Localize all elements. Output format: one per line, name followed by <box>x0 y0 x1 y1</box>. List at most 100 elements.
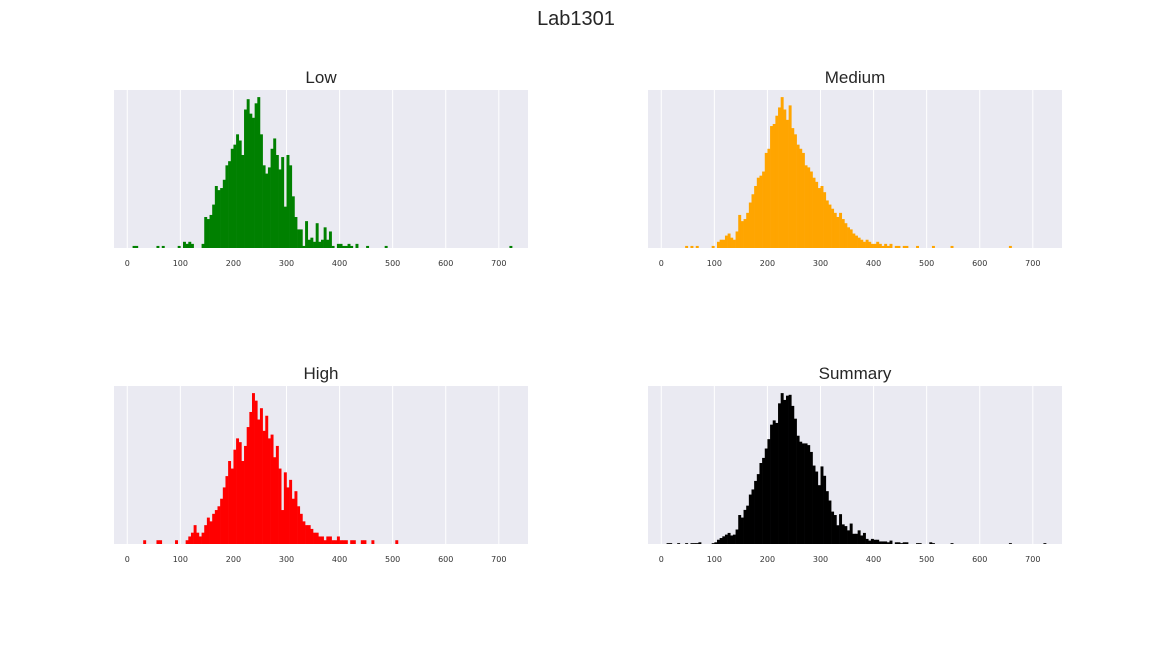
summary-histogram-bar <box>666 543 670 544</box>
summary-histogram-bar <box>807 445 811 544</box>
summary-histogram-bar <box>759 463 763 544</box>
summary-histogram-bar <box>865 538 869 544</box>
summary-histogram-bar <box>836 525 840 544</box>
medium-histogram-bar <box>886 245 890 248</box>
summary-histogram-bar <box>884 541 888 544</box>
medium-panel: 0 100 200 300 400 500 600 700 Medium <box>648 68 1062 268</box>
medium-histogram-bar <box>817 188 821 248</box>
medium-histogram-bar <box>793 134 797 248</box>
high-histogram-bar <box>209 521 213 544</box>
high-histogram-bar <box>233 449 237 544</box>
summary-histogram-bar <box>740 517 744 544</box>
low-histogram-bar <box>212 204 216 248</box>
low-histogram-bar <box>313 241 316 248</box>
medium-histogram-bar <box>748 202 752 248</box>
high-histogram-bar <box>236 438 240 544</box>
low-histogram-bar <box>286 154 290 248</box>
high-histogram-bar <box>283 472 287 544</box>
medium-histogram-bar <box>754 185 758 248</box>
low-histogram-bar <box>267 167 271 248</box>
medium-histogram-bar <box>690 245 694 248</box>
summary-histogram-bar <box>770 424 774 544</box>
medium-histogram-bar <box>719 239 723 248</box>
high-histogram-bar <box>302 521 306 544</box>
medium-histogram-bar <box>772 123 776 248</box>
high-panel: 0 100 200 300 400 500 600 700 High <box>114 364 528 564</box>
low-histogram-bar <box>321 239 324 248</box>
medium-x-tick-label: 300 <box>813 259 828 268</box>
medium-histogram-bar <box>894 245 898 248</box>
low-histogram-bar <box>217 190 221 248</box>
high-histogram-bar <box>185 540 189 544</box>
low-histogram-bar <box>161 245 165 248</box>
summary-histogram-bar <box>823 475 827 544</box>
low-plot-area <box>114 90 528 248</box>
summary-histogram-bar <box>815 471 819 544</box>
summary-histogram-bar <box>685 543 689 544</box>
medium-histogram-bar <box>717 241 720 248</box>
summary-histogram-bar <box>831 511 835 544</box>
summary-histogram-bar <box>732 534 736 544</box>
summary-histogram-bar <box>693 543 697 544</box>
low-histogram-bar <box>336 243 340 248</box>
summary-histogram-bar <box>669 543 673 544</box>
summary-histogram-bar <box>746 505 750 544</box>
summary-histogram-bar <box>855 533 858 544</box>
medium-histogram-bar <box>746 212 750 248</box>
medium-histogram-bar <box>724 235 728 248</box>
medium-histogram-bar <box>727 233 731 248</box>
medium-histogram-bar <box>831 208 835 248</box>
medium-histogram-bar <box>862 241 866 248</box>
high-histogram-bar <box>270 434 274 544</box>
medium-histogram-bar <box>764 152 768 248</box>
medium-histogram-bar <box>751 194 755 248</box>
medium-histogram-bar <box>743 219 747 248</box>
summary-histogram-bar <box>881 541 885 544</box>
high-histogram-bar <box>297 506 301 544</box>
high-histogram-bar <box>190 532 194 544</box>
low-x-tick-label: 400 <box>332 259 347 268</box>
medium-histogram-bar <box>812 177 816 248</box>
high-x-tick-label: 600 <box>438 555 453 564</box>
medium-histogram-bar <box>685 245 689 248</box>
summary-histogram-bar <box>1008 543 1012 544</box>
summary-histogram-bar <box>897 542 901 544</box>
high-histogram-bar <box>254 400 258 544</box>
high-histogram-bar <box>222 487 226 544</box>
low-histogram-bar <box>257 97 261 248</box>
summary-panel-title: Summary <box>819 364 892 383</box>
high-x-tick-label: 700 <box>491 555 506 564</box>
medium-histogram-bar <box>783 109 787 248</box>
low-histogram-bar <box>185 243 189 248</box>
summary-x-tick-label: 300 <box>813 555 828 564</box>
high-histogram-bar <box>252 393 255 544</box>
high-plot-area <box>114 386 528 544</box>
high-x-tick-label: 0 <box>125 555 130 564</box>
high-histogram-bar <box>217 506 221 544</box>
summary-panel: 0 100 200 300 400 500 600 700 Summary <box>648 364 1062 564</box>
medium-histogram-bar <box>950 245 954 248</box>
medium-histogram-bar <box>857 237 861 248</box>
low-histogram-bar <box>509 245 513 248</box>
summary-histogram-bar <box>751 489 755 544</box>
high-histogram-bar <box>267 438 271 544</box>
summary-histogram-bar <box>727 532 731 544</box>
medium-histogram-bar <box>878 243 882 248</box>
summary-histogram-bar <box>809 451 813 544</box>
high-panel-title: High <box>304 364 339 383</box>
high-histogram-bar <box>291 498 295 544</box>
medium-histogram-bar <box>889 243 893 248</box>
medium-histogram-bar <box>815 181 819 248</box>
summary-x-tick-label: 700 <box>1025 555 1040 564</box>
summary-histogram-bar <box>690 543 694 544</box>
medium-histogram-bar <box>775 115 779 249</box>
low-x-tick-label: 500 <box>385 259 400 268</box>
summary-histogram-bar <box>756 474 760 544</box>
summary-histogram-bar <box>711 543 715 544</box>
medium-histogram-bar <box>809 171 813 248</box>
medium-histogram-bar <box>825 200 829 248</box>
low-histogram-bar <box>350 245 354 248</box>
medium-histogram-bar <box>807 167 811 248</box>
summary-histogram-bar <box>717 539 720 544</box>
